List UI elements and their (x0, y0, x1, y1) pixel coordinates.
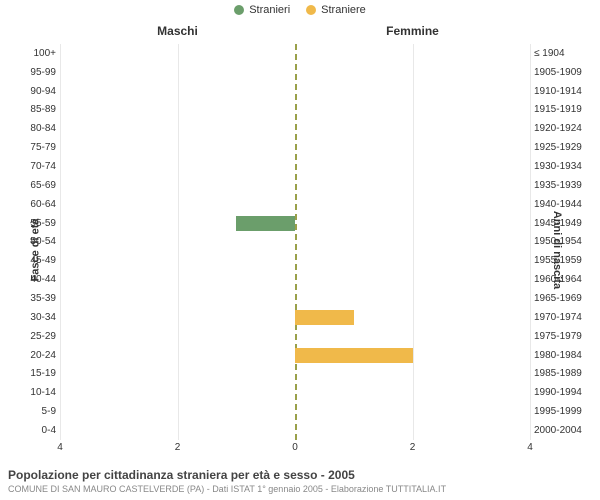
age-label: 10-14 (18, 387, 56, 398)
chart-row: 0-42000-2004 (60, 421, 530, 440)
legend-item-male: Stranieri (234, 4, 290, 16)
birth-label: 1975-1979 (534, 331, 592, 342)
age-label: 75-79 (18, 142, 56, 153)
xtick: 0 (292, 442, 298, 453)
chart-row: 10-141990-1994 (60, 383, 530, 402)
chart-row: 30-341970-1974 (60, 308, 530, 327)
age-label: 95-99 (18, 67, 56, 78)
chart-row: 70-741930-1934 (60, 157, 530, 176)
chart-row: 90-941910-1914 (60, 82, 530, 101)
plot-area: 100+≤ 190495-991905-190990-941910-191485… (60, 44, 530, 440)
age-label: 5-9 (18, 406, 56, 417)
xtick: 4 (527, 442, 533, 453)
birth-label: 1960-1964 (534, 274, 592, 285)
xtick: 2 (410, 442, 416, 453)
birth-label: 1935-1939 (534, 180, 592, 191)
chart-row: 50-541950-1954 (60, 233, 530, 252)
age-label: 30-34 (18, 312, 56, 323)
chart-row: 95-991905-1909 (60, 63, 530, 82)
age-label: 65-69 (18, 180, 56, 191)
age-label: 35-39 (18, 293, 56, 304)
xtick: 4 (57, 442, 63, 453)
birth-label: 1990-1994 (534, 387, 592, 398)
birth-label: 1995-1999 (534, 406, 592, 417)
chart-row: 40-441960-1964 (60, 270, 530, 289)
birth-label: 1965-1969 (534, 293, 592, 304)
chart-row: 80-841920-1924 (60, 119, 530, 138)
chart-row: 35-391965-1969 (60, 289, 530, 308)
birth-label: 1915-1919 (534, 104, 592, 115)
chart-row: 60-641940-1944 (60, 195, 530, 214)
legend: Stranieri Straniere (0, 4, 600, 16)
legend-label-male: Stranieri (249, 4, 290, 16)
birth-label: 1980-1984 (534, 350, 592, 361)
chart-row: 20-241980-1984 (60, 346, 530, 365)
age-label: 55-59 (18, 218, 56, 229)
age-label: 15-19 (18, 368, 56, 379)
chart-row: 55-591945-1949 (60, 214, 530, 233)
column-header-female: Femmine (363, 24, 463, 38)
birth-label: 1905-1909 (534, 67, 592, 78)
age-label: 25-29 (18, 331, 56, 342)
age-label: 90-94 (18, 86, 56, 97)
birth-label: 1950-1954 (534, 236, 592, 247)
legend-swatch-male (234, 5, 244, 15)
birth-label: 2000-2004 (534, 425, 592, 436)
chart-row: 100+≤ 1904 (60, 44, 530, 63)
birth-label: 1970-1974 (534, 312, 592, 323)
chart-row: 5-91995-1999 (60, 402, 530, 421)
caption-title: Popolazione per cittadinanza straniera p… (8, 468, 592, 482)
x-axis: 4 2 0 2 4 (60, 442, 530, 454)
legend-label-female: Straniere (321, 4, 366, 16)
chart-row: 45-491955-1959 (60, 251, 530, 270)
bar-female (295, 348, 413, 363)
legend-item-female: Straniere (306, 4, 366, 16)
birth-label: 1910-1914 (534, 86, 592, 97)
birth-label: 1945-1949 (534, 218, 592, 229)
birth-label: 1985-1989 (534, 368, 592, 379)
age-label: 80-84 (18, 123, 56, 134)
age-label: 70-74 (18, 161, 56, 172)
chart-row: 85-891915-1919 (60, 101, 530, 120)
age-label: 85-89 (18, 104, 56, 115)
birth-label: 1930-1934 (534, 161, 592, 172)
column-headers: Maschi Femmine (0, 24, 600, 40)
bar-female (295, 310, 354, 325)
age-label: 60-64 (18, 199, 56, 210)
age-label: 20-24 (18, 350, 56, 361)
grid-line (530, 44, 531, 440)
chart-row: 15-191985-1989 (60, 365, 530, 384)
xtick: 2 (175, 442, 181, 453)
birth-label: 1940-1944 (534, 199, 592, 210)
caption: Popolazione per cittadinanza straniera p… (8, 468, 592, 494)
birth-label: ≤ 1904 (534, 48, 592, 59)
birth-label: 1920-1924 (534, 123, 592, 134)
legend-swatch-female (306, 5, 316, 15)
caption-subtitle: COMUNE DI SAN MAURO CASTELVERDE (PA) - D… (8, 484, 592, 494)
age-label: 45-49 (18, 255, 56, 266)
birth-label: 1955-1959 (534, 255, 592, 266)
age-label: 50-54 (18, 236, 56, 247)
chart-row: 25-291975-1979 (60, 327, 530, 346)
bar-male (236, 216, 295, 231)
column-header-male: Maschi (128, 24, 228, 38)
age-label: 100+ (18, 48, 56, 59)
age-label: 0-4 (18, 425, 56, 436)
chart-row: 75-791925-1929 (60, 138, 530, 157)
chart-row: 65-691935-1939 (60, 176, 530, 195)
age-label: 40-44 (18, 274, 56, 285)
birth-label: 1925-1929 (534, 142, 592, 153)
